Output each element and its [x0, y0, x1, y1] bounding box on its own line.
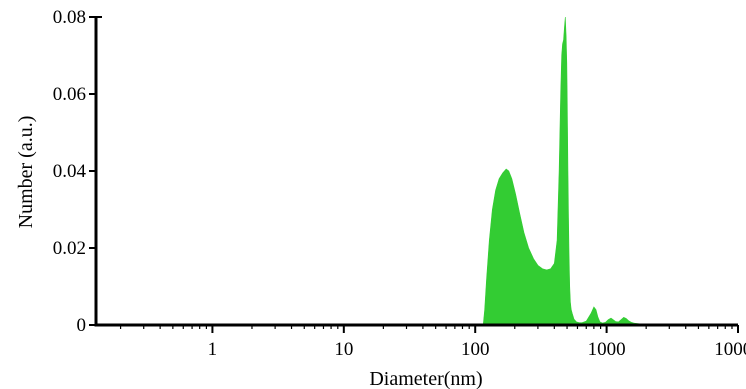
y-tick-label: 0.06 — [53, 84, 86, 105]
x-tick-label: 1000 — [588, 339, 626, 360]
y-tick-label: 0.08 — [53, 7, 86, 28]
x-tick-label: 1 — [208, 339, 218, 360]
y-tick-label: 0.04 — [53, 161, 87, 182]
x-axis-label: Diameter(nm) — [369, 368, 482, 389]
axes-layer: 0 0.02 0.04 0.06 0.08 1 10 100 1000 10000 — [53, 7, 746, 360]
y-tick-label: 0 — [77, 315, 87, 336]
x-tick-label: 100 — [461, 339, 490, 360]
distribution-area-0 — [482, 16, 648, 326]
x-tick-label: 10000 — [714, 339, 746, 360]
x-tick-label: 10 — [334, 339, 353, 360]
y-tick-label: 0.02 — [53, 238, 86, 259]
series-layer — [482, 16, 648, 326]
y-axis-label: Number (a.u.) — [15, 116, 37, 229]
